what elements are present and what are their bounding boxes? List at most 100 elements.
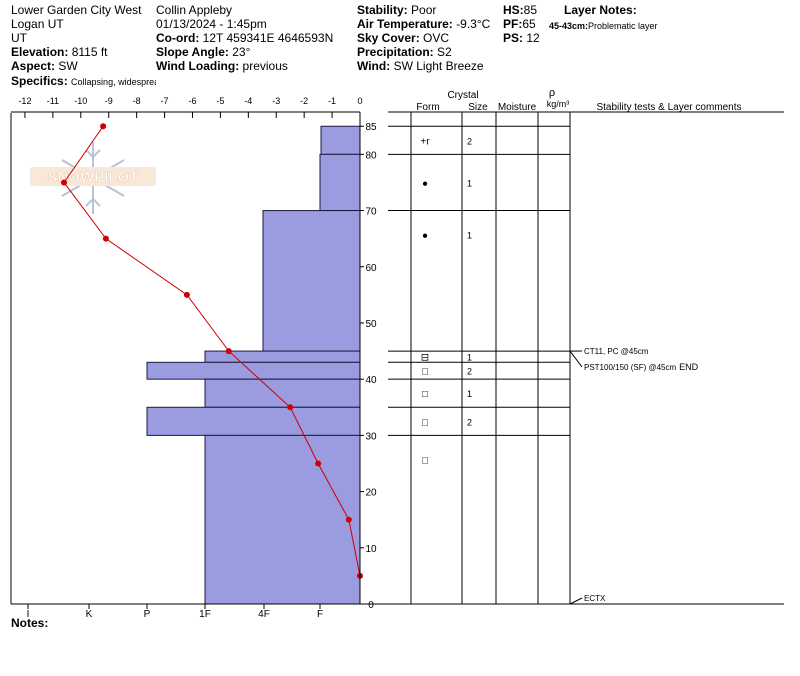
snowpilot-logo: SNOWPILOT bbox=[30, 142, 156, 214]
layer-note-range: 45-43cm: bbox=[549, 21, 589, 31]
state-name: UT bbox=[11, 31, 27, 45]
hardness-tick-label: 4F bbox=[258, 609, 270, 620]
wind-value: SW Light Breeze bbox=[393, 59, 484, 73]
elevation-field: Elevation: 8115 ft bbox=[11, 45, 108, 59]
crystal-form-symbol: □ bbox=[422, 417, 428, 428]
crystal-header: Crystal bbox=[447, 90, 478, 101]
crystal-form-symbol: □ bbox=[422, 455, 428, 466]
slope-field: Slope Angle: 23° bbox=[156, 45, 250, 59]
height-tick-label: 20 bbox=[365, 488, 377, 499]
temp-tick-label: -4 bbox=[244, 96, 252, 106]
temp-tick-label: -6 bbox=[188, 96, 196, 106]
height-tick-label: 30 bbox=[365, 431, 377, 442]
hardness-bar bbox=[320, 125, 361, 155]
temperature-point bbox=[345, 516, 352, 523]
temp-tick-label: -7 bbox=[161, 96, 169, 106]
temp-tick-label: -10 bbox=[74, 96, 87, 106]
crystal-size: 2 bbox=[467, 136, 472, 146]
hardness-tick-label: I bbox=[27, 609, 30, 620]
aspect-label: Aspect: bbox=[11, 59, 56, 73]
observer-name: Collin Appleby bbox=[156, 3, 233, 17]
coord-label: Co-ord: bbox=[156, 31, 200, 45]
layer-notes-title: Layer Notes: bbox=[564, 3, 637, 17]
temp-tick-label: 0 bbox=[357, 96, 362, 106]
form-header: Form bbox=[416, 102, 439, 113]
slope-label: Slope Angle: bbox=[156, 45, 229, 59]
temp-tick-label: -12 bbox=[18, 96, 31, 106]
temp-tick-label: -8 bbox=[133, 96, 141, 106]
hardness-bar bbox=[262, 210, 361, 352]
ps-field: PS: 12 bbox=[503, 31, 540, 45]
wind-loading-label: Wind Loading: bbox=[156, 59, 240, 73]
wind-loading-value: previous bbox=[242, 59, 288, 73]
specifics-field: Specifics: Collapsing, widespread bbox=[11, 74, 156, 89]
stability-test-label: CT11, PC @45cm bbox=[584, 347, 649, 356]
stability-test-label: ECTX bbox=[584, 594, 606, 603]
logo-text: SNOWPILOT bbox=[48, 169, 139, 186]
precip-value: S2 bbox=[437, 45, 452, 59]
stability-label: Stability: bbox=[357, 3, 408, 17]
size-header: Size bbox=[468, 102, 488, 113]
elevation-label: Elevation: bbox=[11, 45, 69, 59]
crystal-form-symbol: ⊟ bbox=[421, 353, 429, 364]
temperature-point bbox=[61, 179, 68, 186]
hs-value: 85 bbox=[523, 3, 538, 17]
observation-datetime: 01/13/2024 - 1:45pm bbox=[156, 17, 267, 31]
hardness-bar bbox=[204, 434, 361, 605]
stability-field: Stability: Poor bbox=[357, 3, 436, 17]
temp-tick-label: -11 bbox=[47, 96, 59, 106]
hardness-bar bbox=[146, 406, 361, 436]
density-unit: kg/m³ bbox=[547, 99, 570, 109]
hs-field: HS:85 bbox=[503, 3, 537, 17]
moisture-header: Moisture bbox=[498, 102, 537, 113]
pf-field: PF:65 bbox=[503, 17, 536, 31]
wind-label: Wind: bbox=[357, 59, 391, 73]
hardness-tick-label: F bbox=[317, 609, 323, 620]
layer-note-text: Problematic layer bbox=[588, 21, 658, 31]
sky-field: Sky Cover: OVC bbox=[357, 31, 449, 45]
temp-tick-label: -1 bbox=[328, 96, 336, 106]
hardness-tick-label: P bbox=[144, 609, 151, 620]
precip-label: Precipitation: bbox=[357, 45, 434, 59]
temperature-point bbox=[100, 123, 107, 130]
temperature-point bbox=[315, 460, 322, 467]
hardness-bar bbox=[319, 153, 361, 212]
layer-note: 45-43cm:Problematic layer bbox=[549, 19, 658, 33]
hardness-tick-label: 1F bbox=[199, 609, 211, 620]
specifics-value: Collapsing, widespread bbox=[71, 77, 156, 87]
crystal-form-symbol: ● bbox=[422, 178, 428, 189]
location-name: Lower Garden City West bbox=[11, 3, 142, 17]
ps-value: 12 bbox=[526, 31, 540, 45]
height-tick-label: 80 bbox=[365, 150, 377, 161]
hardness-bar bbox=[204, 378, 361, 408]
temperature-point bbox=[225, 348, 232, 355]
crystal-form-symbol: □ bbox=[422, 367, 428, 378]
height-tick-label: 0 bbox=[368, 600, 374, 611]
density-symbol: ρ bbox=[549, 87, 555, 99]
hs-label: HS: bbox=[503, 3, 524, 17]
temperature-point bbox=[287, 404, 294, 411]
height-tick-label: 10 bbox=[365, 544, 377, 555]
coord-value: 12T 459341E 4646593N bbox=[202, 31, 334, 45]
stability-test-label: PST100/150 (SF) @45cm END bbox=[584, 362, 699, 372]
crystal-size: 2 bbox=[467, 367, 472, 377]
temp-tick-label: -5 bbox=[216, 96, 224, 106]
height-tick-label: 70 bbox=[365, 207, 377, 218]
sky-value: OVC bbox=[423, 31, 450, 45]
pf-label: PF: bbox=[503, 17, 523, 31]
hardness-bar bbox=[146, 361, 361, 380]
crystal-size: 1 bbox=[467, 178, 472, 188]
air-temp-field: Air Temperature: -9.3°C bbox=[357, 17, 490, 31]
comments-header: Stability tests & Layer comments bbox=[596, 102, 741, 113]
aspect-field: Aspect: SW bbox=[11, 59, 78, 73]
crystal-size: 2 bbox=[467, 417, 472, 427]
wind-field: Wind: SW Light Breeze bbox=[357, 59, 484, 73]
crystal-form-symbol: +r bbox=[420, 136, 430, 147]
precip-field: Precipitation: S2 bbox=[357, 45, 452, 59]
region-name: Logan UT bbox=[11, 17, 64, 31]
crystal-size: 1 bbox=[467, 353, 472, 363]
sky-label: Sky Cover: bbox=[357, 31, 420, 45]
temp-tick-label: -9 bbox=[105, 96, 113, 106]
elevation-value: 8115 ft bbox=[71, 45, 108, 59]
